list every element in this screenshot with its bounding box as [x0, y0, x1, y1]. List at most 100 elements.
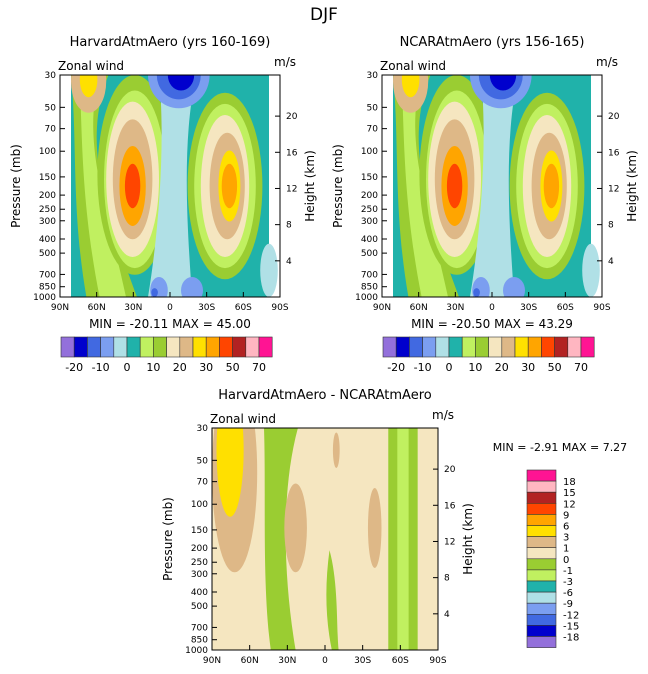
colorbar: -20 -10 0 10 20 30 50 70 — [382, 336, 595, 374]
x-tick-label: 60N — [88, 303, 106, 313]
y2-tick-label: 12 — [286, 184, 297, 194]
contour-region — [124, 163, 141, 209]
x-tick-label: 90S — [429, 656, 446, 666]
y2-tick-label: 20 — [444, 465, 456, 475]
colorbar-swatch — [526, 536, 557, 548]
colorbar-label: 18 — [563, 477, 576, 488]
contour-region — [489, 75, 517, 91]
x-tick-label: 60N — [410, 303, 428, 313]
variable-label: Zonal wind — [210, 412, 276, 426]
y-tick-label: 300 — [39, 217, 56, 227]
y-tick-label: 250 — [191, 558, 208, 568]
units-label: m/s — [432, 408, 454, 422]
contour-region — [167, 75, 195, 91]
x-tick-label: 90N — [51, 303, 69, 313]
colorbar-swatch — [526, 591, 557, 604]
colorbar-label: -20 — [65, 361, 83, 374]
colorbar-swatch — [192, 336, 207, 358]
colorbar-swatch — [448, 336, 463, 358]
y-tick-label: 500 — [361, 249, 378, 259]
colorbar-swatch — [526, 547, 557, 560]
y-tick-label: 30 — [367, 71, 379, 81]
y2-tick-label: 4 — [286, 257, 292, 267]
colorbar-swatch — [422, 336, 437, 358]
colorbar-label: 30 — [521, 361, 535, 374]
y-tick-label: 850 — [361, 283, 378, 293]
y2-tick-label: 12 — [444, 537, 455, 547]
colorbar-label: 70 — [574, 361, 588, 374]
y-tick-label: 300 — [361, 217, 378, 227]
colorbar-label: -10 — [414, 361, 432, 374]
y2-tick-label: 12 — [608, 184, 619, 194]
contour-region — [401, 75, 420, 98]
x-tick-label: 60N — [241, 656, 259, 666]
colorbar-label: 9 — [563, 510, 569, 521]
colorbar-swatch — [166, 336, 181, 358]
colorbar-label: 10 — [146, 361, 160, 374]
colorbar-label: 20 — [495, 361, 509, 374]
colorbar-swatch — [139, 336, 154, 358]
y-tick-label: 300 — [191, 570, 208, 580]
y-axis-label: Pressure (mb) — [161, 497, 175, 581]
y2-tick-label: 20 — [286, 112, 298, 122]
colorbar-swatch — [475, 336, 489, 358]
y-tick-label: 1000 — [355, 293, 378, 303]
y-tick-label: 200 — [361, 191, 378, 201]
y-tick-label: 30 — [45, 71, 57, 81]
y-axis-label: Pressure (mb) — [331, 144, 345, 228]
y-tick-label: 400 — [39, 235, 56, 245]
y-tick-label: 400 — [361, 235, 378, 245]
colorbar-swatch — [205, 336, 220, 358]
x-tick-label: 0 — [322, 656, 328, 666]
x-tick-label: 30N — [446, 303, 464, 313]
colorbar-swatch — [219, 336, 233, 358]
x-tick-label: 30S — [198, 303, 215, 313]
colorbar-swatch — [501, 336, 516, 358]
contour-region — [264, 428, 298, 650]
colorbar-label: -3 — [563, 577, 573, 588]
y-tick-label: 200 — [39, 191, 56, 201]
contour-region — [543, 163, 560, 209]
x-tick-label: 90S — [271, 303, 288, 313]
y2-tick-label: 16 — [444, 501, 456, 511]
contour-plot-0: HarvardAtmAero (yrs 160-169) Zonal wind m/… — [9, 35, 317, 331]
plot-title: HarvardAtmAero - NCARAtmAero — [218, 388, 432, 403]
colorbar-swatch — [382, 336, 397, 358]
colorbar-swatch — [60, 336, 75, 358]
y-tick-label: 70 — [367, 125, 379, 135]
x-tick-label: 60S — [235, 303, 252, 313]
colorbar-swatch — [179, 336, 194, 358]
colorbar-swatch — [100, 336, 115, 358]
x-tick-label: 30N — [124, 303, 142, 313]
colorbar-label: 0 — [563, 555, 569, 566]
contour-region — [79, 75, 98, 98]
figure-title: DJF — [310, 5, 338, 25]
colorbar-swatch — [435, 336, 450, 358]
contour-region — [148, 75, 197, 297]
colorbar-swatch — [73, 336, 88, 358]
colorbar-swatch — [526, 558, 557, 571]
x-tick-label: 30S — [354, 656, 371, 666]
contour-region — [79, 75, 126, 297]
colorbar-label: 30 — [199, 361, 213, 374]
colorbar-label: 50 — [226, 361, 240, 374]
colorbar-label: 0 — [446, 361, 453, 374]
colorbar-swatch — [526, 469, 557, 482]
y2-tick-label: 8 — [444, 574, 450, 584]
y2-axis-label: Height (km) — [303, 150, 317, 221]
colorbar-swatch — [395, 336, 410, 358]
units-label: m/s — [596, 55, 618, 69]
x-tick-label: 60S — [392, 656, 409, 666]
plot-title: NCARAtmAero (yrs 156-165) — [400, 35, 585, 50]
y2-tick-label: 16 — [286, 148, 298, 158]
colorbar-swatch — [514, 336, 529, 358]
x-tick-label: 30S — [520, 303, 537, 313]
colorbar-swatch — [567, 336, 582, 358]
colorbar-label: 15 — [563, 488, 576, 499]
y2-tick-label: 8 — [608, 221, 614, 231]
x-tick-label: 0 — [489, 303, 495, 313]
colorbar-label: -6 — [563, 588, 573, 599]
contour-region — [216, 428, 244, 517]
variable-label: Zonal wind — [58, 59, 124, 73]
